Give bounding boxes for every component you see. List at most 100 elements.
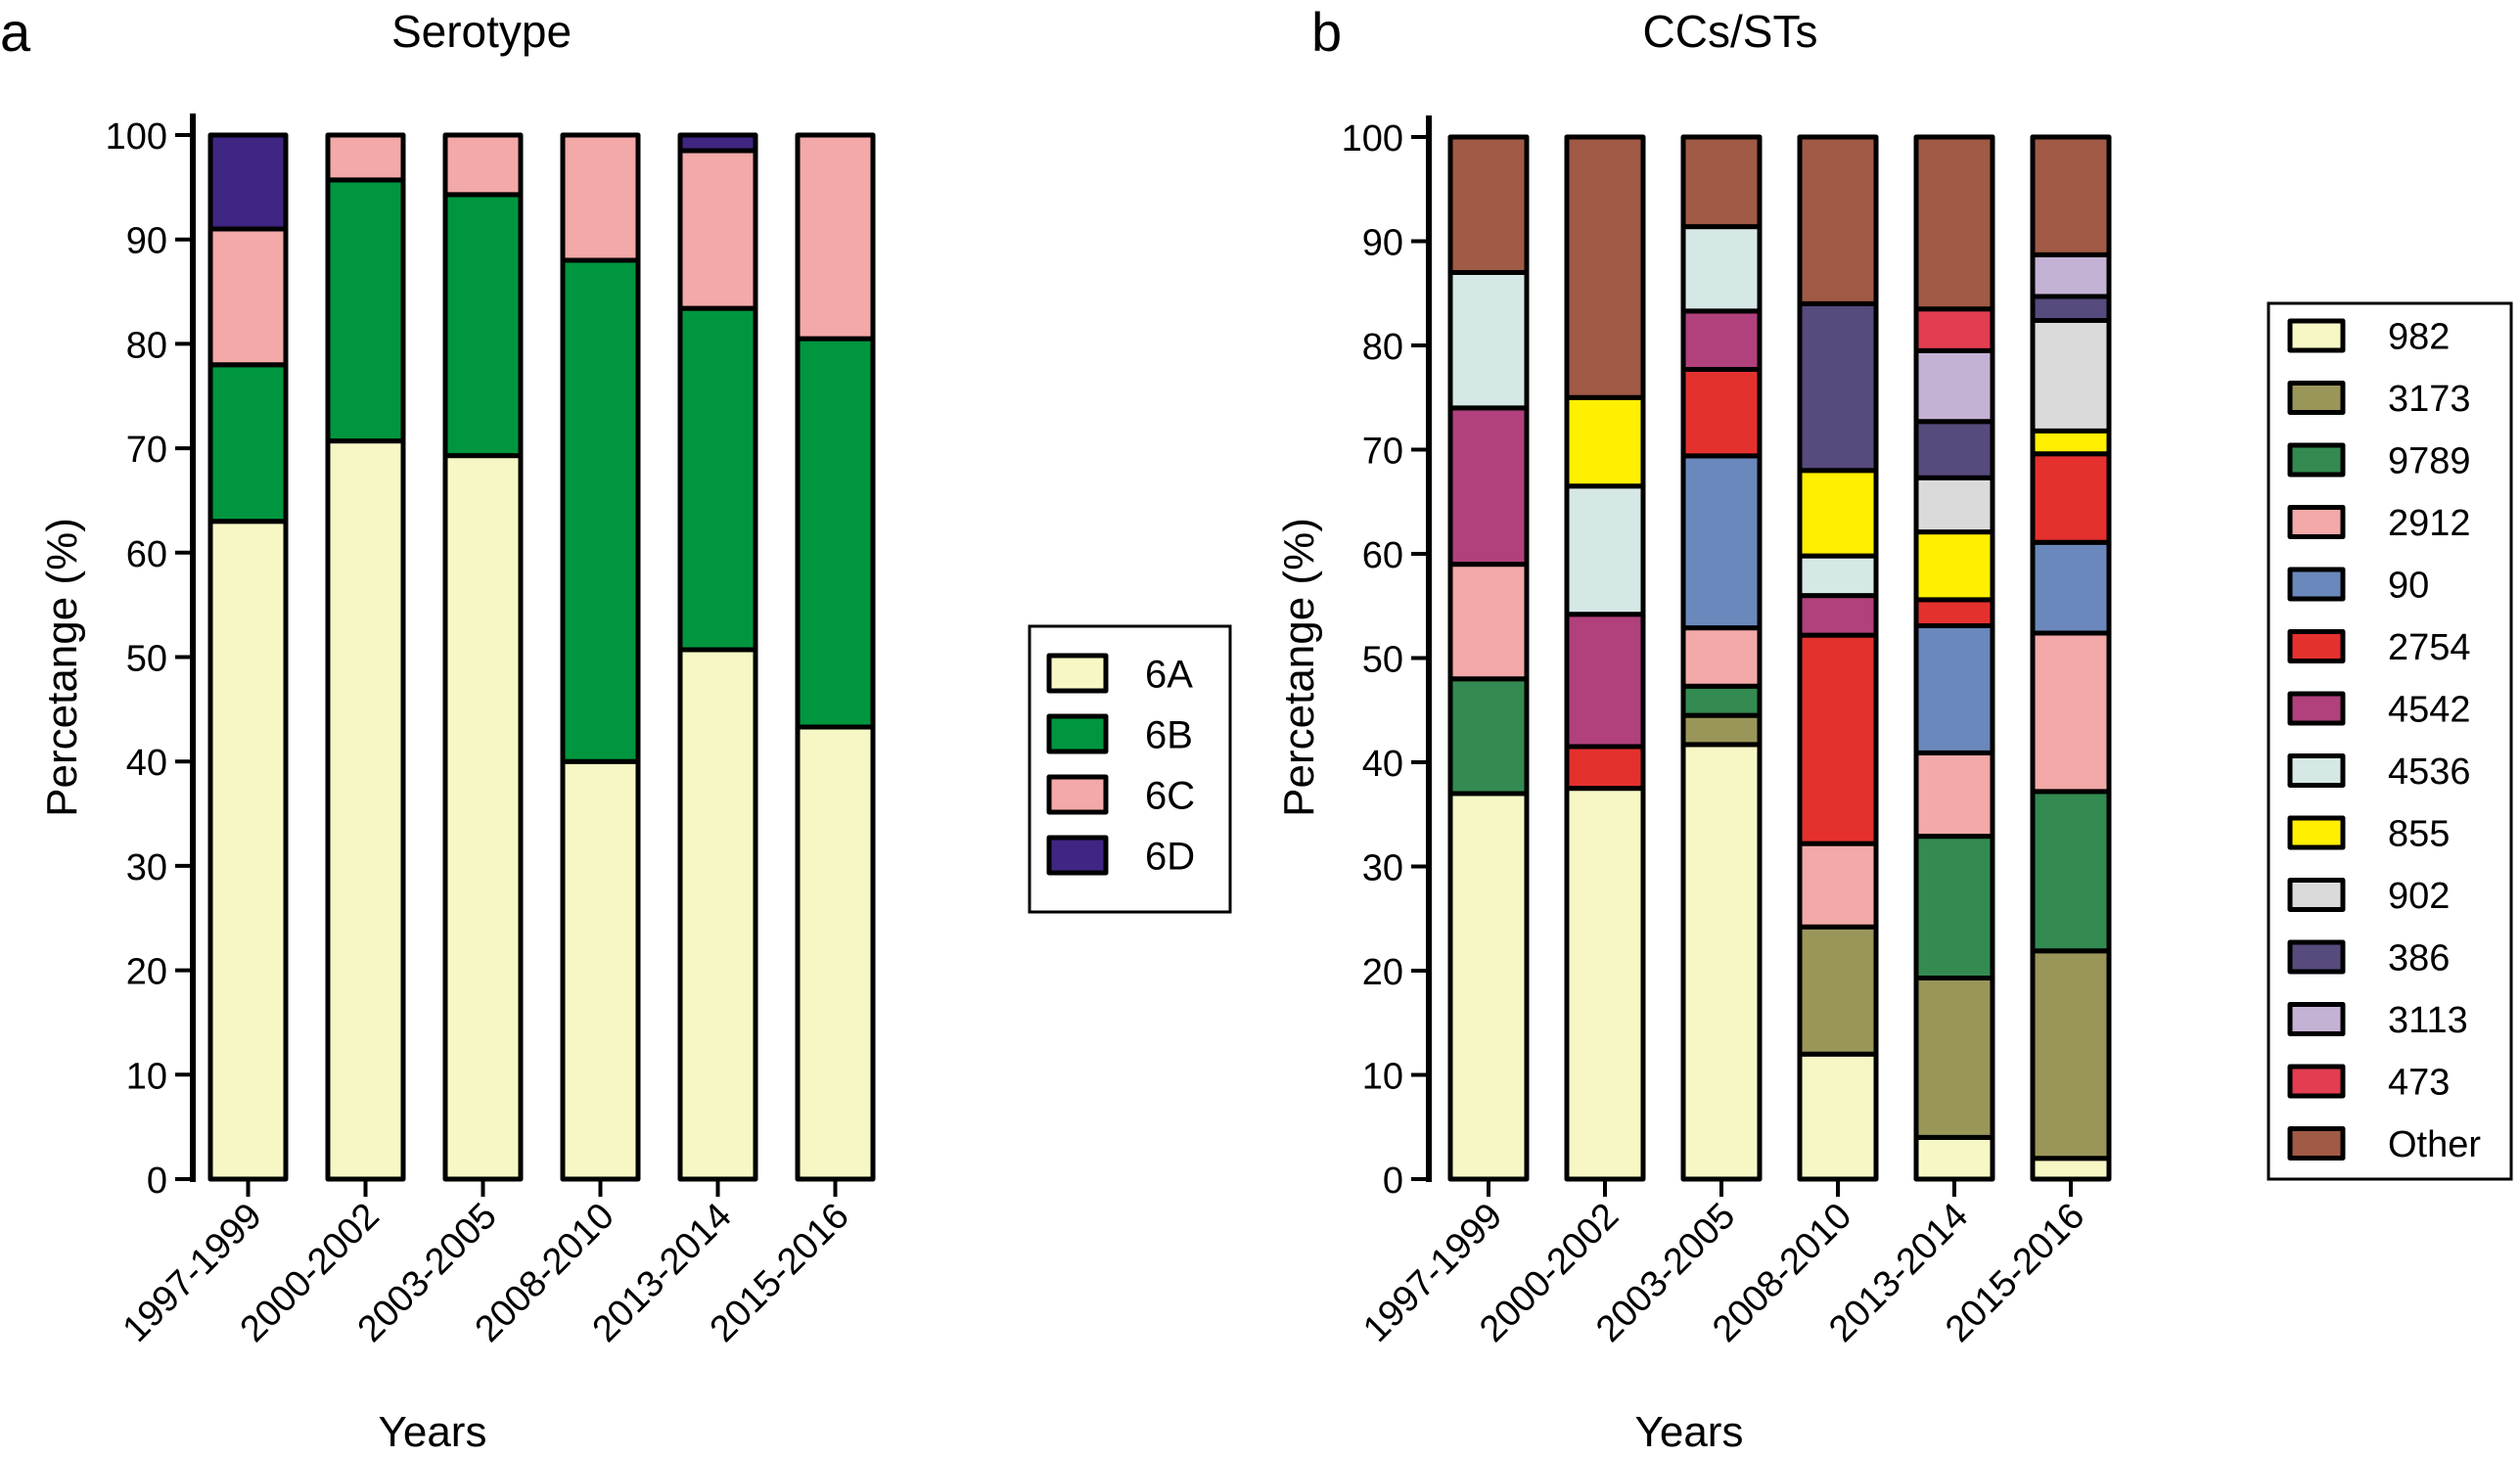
panel-b-y-tick-label: 20: [1362, 952, 1403, 993]
panel-a-y-tick-label: 80: [126, 325, 167, 366]
panel-a-bar-segment-6A-2015-2016: [795, 724, 876, 1182]
panel-a-bar-segment-6B-2003-2005: [442, 192, 524, 459]
panel-b-legend-swatch-90: [2287, 567, 2346, 602]
panel-b-y-axis-label: Percetange (%): [1275, 518, 1323, 817]
panel-b-legend-label-473: 473: [2388, 1063, 2450, 1104]
panel-a-bar-segment-6B-2013-2014: [677, 305, 758, 653]
panel-a-y-tick-label: 70: [126, 430, 167, 471]
panel-a-bar-segment-6C-2013-2014: [677, 148, 758, 311]
panel-a-y-tick-label: 20: [126, 952, 167, 993]
panel-b-y-tick-label: 10: [1362, 1057, 1403, 1098]
panel-a-legend-label-6D: 6D: [1145, 835, 1195, 878]
panel-a-bar-segment-6B-2008-2010: [560, 257, 641, 764]
panel-b-bar-segment-Other-2003-2005: [1680, 134, 1763, 230]
panel-a-y-tick-label: 0: [147, 1161, 167, 1202]
panel-b-bar-segment-982-2013-2014: [1913, 1134, 1995, 1182]
panel-a-x-axis-ticks: 1997-19992000-20022003-20052008-20102013…: [115, 1179, 857, 1350]
panel-b-y-tick-label: 90: [1362, 223, 1403, 264]
panel-a-y-axis-ticks: 0 10 20 30 40 50 60 70 80 90 100: [106, 116, 193, 1202]
panel-a-y-tick-label: 60: [126, 534, 167, 575]
panel-b-bar-segment-90-2003-2005: [1680, 453, 1763, 631]
panel-b-legend-swatch-473: [2287, 1064, 2346, 1099]
panel-b-bar-segment-4542-1997-1999: [1447, 405, 1530, 568]
panel-b-bar-segment-4536-1997-1999: [1447, 269, 1530, 411]
panel-b-bar-segment-Other-1997-1999: [1447, 134, 1530, 275]
panel-b-bar-segment-855-2000-2002: [1564, 394, 1646, 489]
panel-a-bar-segment-6A-2013-2014: [677, 647, 758, 1182]
panel-b-bar-segment-4536-2000-2002: [1564, 483, 1646, 617]
panel-a-y-axis-label: Percetange (%): [38, 518, 86, 817]
panel-b-bar-segment-2754-2015-2016: [2030, 451, 2112, 545]
panel-a-legend-label-6B: 6B: [1145, 713, 1193, 756]
panel-b-legend-swatch-3173: [2287, 381, 2346, 415]
panel-b-legend-swatch-982: [2287, 318, 2346, 353]
panel-b-bar-segment-4542-2000-2002: [1564, 612, 1646, 750]
panel-a-bar-segment-6C-2015-2016: [795, 132, 876, 341]
panel-b-legend-box: [2267, 301, 2513, 1181]
panel-b-legend-label-386: 386: [2388, 938, 2450, 979]
panel-a-bar-segment-6B-2015-2016: [795, 336, 876, 730]
panel-a-legend-swatch-6C: [1046, 774, 1109, 815]
panel-b-legend-label-Other: Other: [2388, 1124, 2481, 1165]
panel-b-bar-segment-4542-2008-2010: [1797, 593, 1879, 638]
panel-a-legend: 6A 6B 6C 6D: [1028, 624, 1232, 914]
panel-b-bar-segment-473-2013-2014: [1913, 306, 1995, 353]
panel-a-y-tick-label: 90: [126, 221, 167, 262]
panel-a-bar-segment-6A-2003-2005: [442, 453, 524, 1182]
panel-b-bar-segment-90-2013-2014: [1913, 622, 1995, 755]
panel-b-bar-segment-90-2015-2016: [2030, 539, 2112, 636]
panel-b-y-axis-ticks: 0 10 20 30 40 50 60 70 80 90 100: [1342, 118, 1429, 1202]
panel-b-y-tick-label: 80: [1362, 327, 1403, 368]
panel-b-y-tick-label: 30: [1362, 848, 1403, 889]
panel-a-y-tick-label: 30: [126, 847, 167, 888]
panel-a-bars: [207, 132, 876, 1182]
panel-b-legend-swatch-3113: [2287, 1002, 2346, 1036]
panel-b-bar-segment-855-2008-2010: [1797, 468, 1879, 559]
panel-b-bar-segment-2912-2008-2010: [1797, 841, 1879, 930]
panel-b-y-tick-label: 40: [1362, 744, 1403, 785]
panel-b-bar-segment-2754-2013-2014: [1913, 597, 1995, 628]
panel-a-bar-segment-6D-1997-1999: [207, 132, 289, 232]
panel-b-legend-swatch-386: [2287, 939, 2346, 975]
panel-b-bar-segment-Other-2015-2016: [2030, 134, 2112, 257]
panel-b-legend-swatch-2912: [2287, 505, 2346, 539]
panel-a-bar-segment-6B-2000-2002: [325, 177, 406, 444]
panel-b-y-tick-label: 70: [1362, 432, 1403, 473]
panel-b-legend-swatch-4542: [2287, 691, 2346, 726]
panel-b-bar-segment-4542-2003-2005: [1680, 308, 1763, 372]
panel-a-bar-segment-6A-2008-2010: [560, 758, 641, 1182]
panel-b-bar-segment-3173-2003-2005: [1680, 712, 1763, 748]
panel-a-title: Serotype: [391, 6, 572, 57]
panel-b-y-tick-label: 50: [1362, 640, 1403, 681]
panel-b-bar-segment-4536-2003-2005: [1680, 224, 1763, 314]
panel-a-y-tick-label: 100: [106, 116, 167, 158]
panel-a-bar-segment-6B-1997-1999: [207, 362, 289, 524]
panel-a-legend-label-6C: 6C: [1145, 774, 1195, 817]
panel-b-bar-segment-386-2013-2014: [1913, 419, 1995, 480]
panel-b-bar-segment-9789-2015-2016: [2030, 789, 2112, 954]
panel-b-bar-segment-2912-2015-2016: [2030, 630, 2112, 795]
panel-a-bar-segment-6C-1997-1999: [207, 226, 289, 368]
panel-a-bar-segment-6C-2008-2010: [560, 132, 641, 263]
panel-b-legend-swatch-855: [2287, 815, 2346, 850]
panel-b-x-axis-label: Years: [1635, 1408, 1744, 1456]
panel-b-bar-segment-982-2015-2016: [2030, 1156, 2112, 1182]
panel-b-bar-segment-902-2015-2016: [2030, 317, 2112, 433]
panel-b-bar-segment-982-2000-2002: [1564, 786, 1646, 1182]
panel-b-legend-label-982: 982: [2388, 317, 2450, 358]
panel-a-legend-label-6A: 6A: [1145, 653, 1193, 696]
panel-b-bar-segment-2754-2008-2010: [1797, 632, 1879, 846]
panel-b-legend-label-4542: 4542: [2388, 690, 2471, 731]
panel-b-bar-segment-902-2013-2014: [1913, 475, 1995, 535]
panel-b-bar-segment-9789-2003-2005: [1680, 683, 1763, 718]
panel-b-legend: 982 3173 9789 2912 90 2754 4542 4536 855 902 386 31…: [2267, 301, 2513, 1181]
panel-b-legend-label-90: 90: [2388, 566, 2429, 607]
panel-b-x-axis-ticks: 1997-19992000-20022003-20052008-20102013…: [1355, 1179, 2092, 1350]
panel-b-bar-segment-3173-2015-2016: [2030, 948, 2112, 1161]
panel-a-x-axis-label: Years: [379, 1408, 487, 1456]
panel-b-legend-swatch-4536: [2287, 753, 2346, 788]
panel-b-title: CCs/STs: [1643, 6, 1818, 57]
panel-a-bar-segment-6C-2000-2002: [325, 132, 406, 183]
panel-b-legend-label-2912: 2912: [2388, 503, 2471, 544]
